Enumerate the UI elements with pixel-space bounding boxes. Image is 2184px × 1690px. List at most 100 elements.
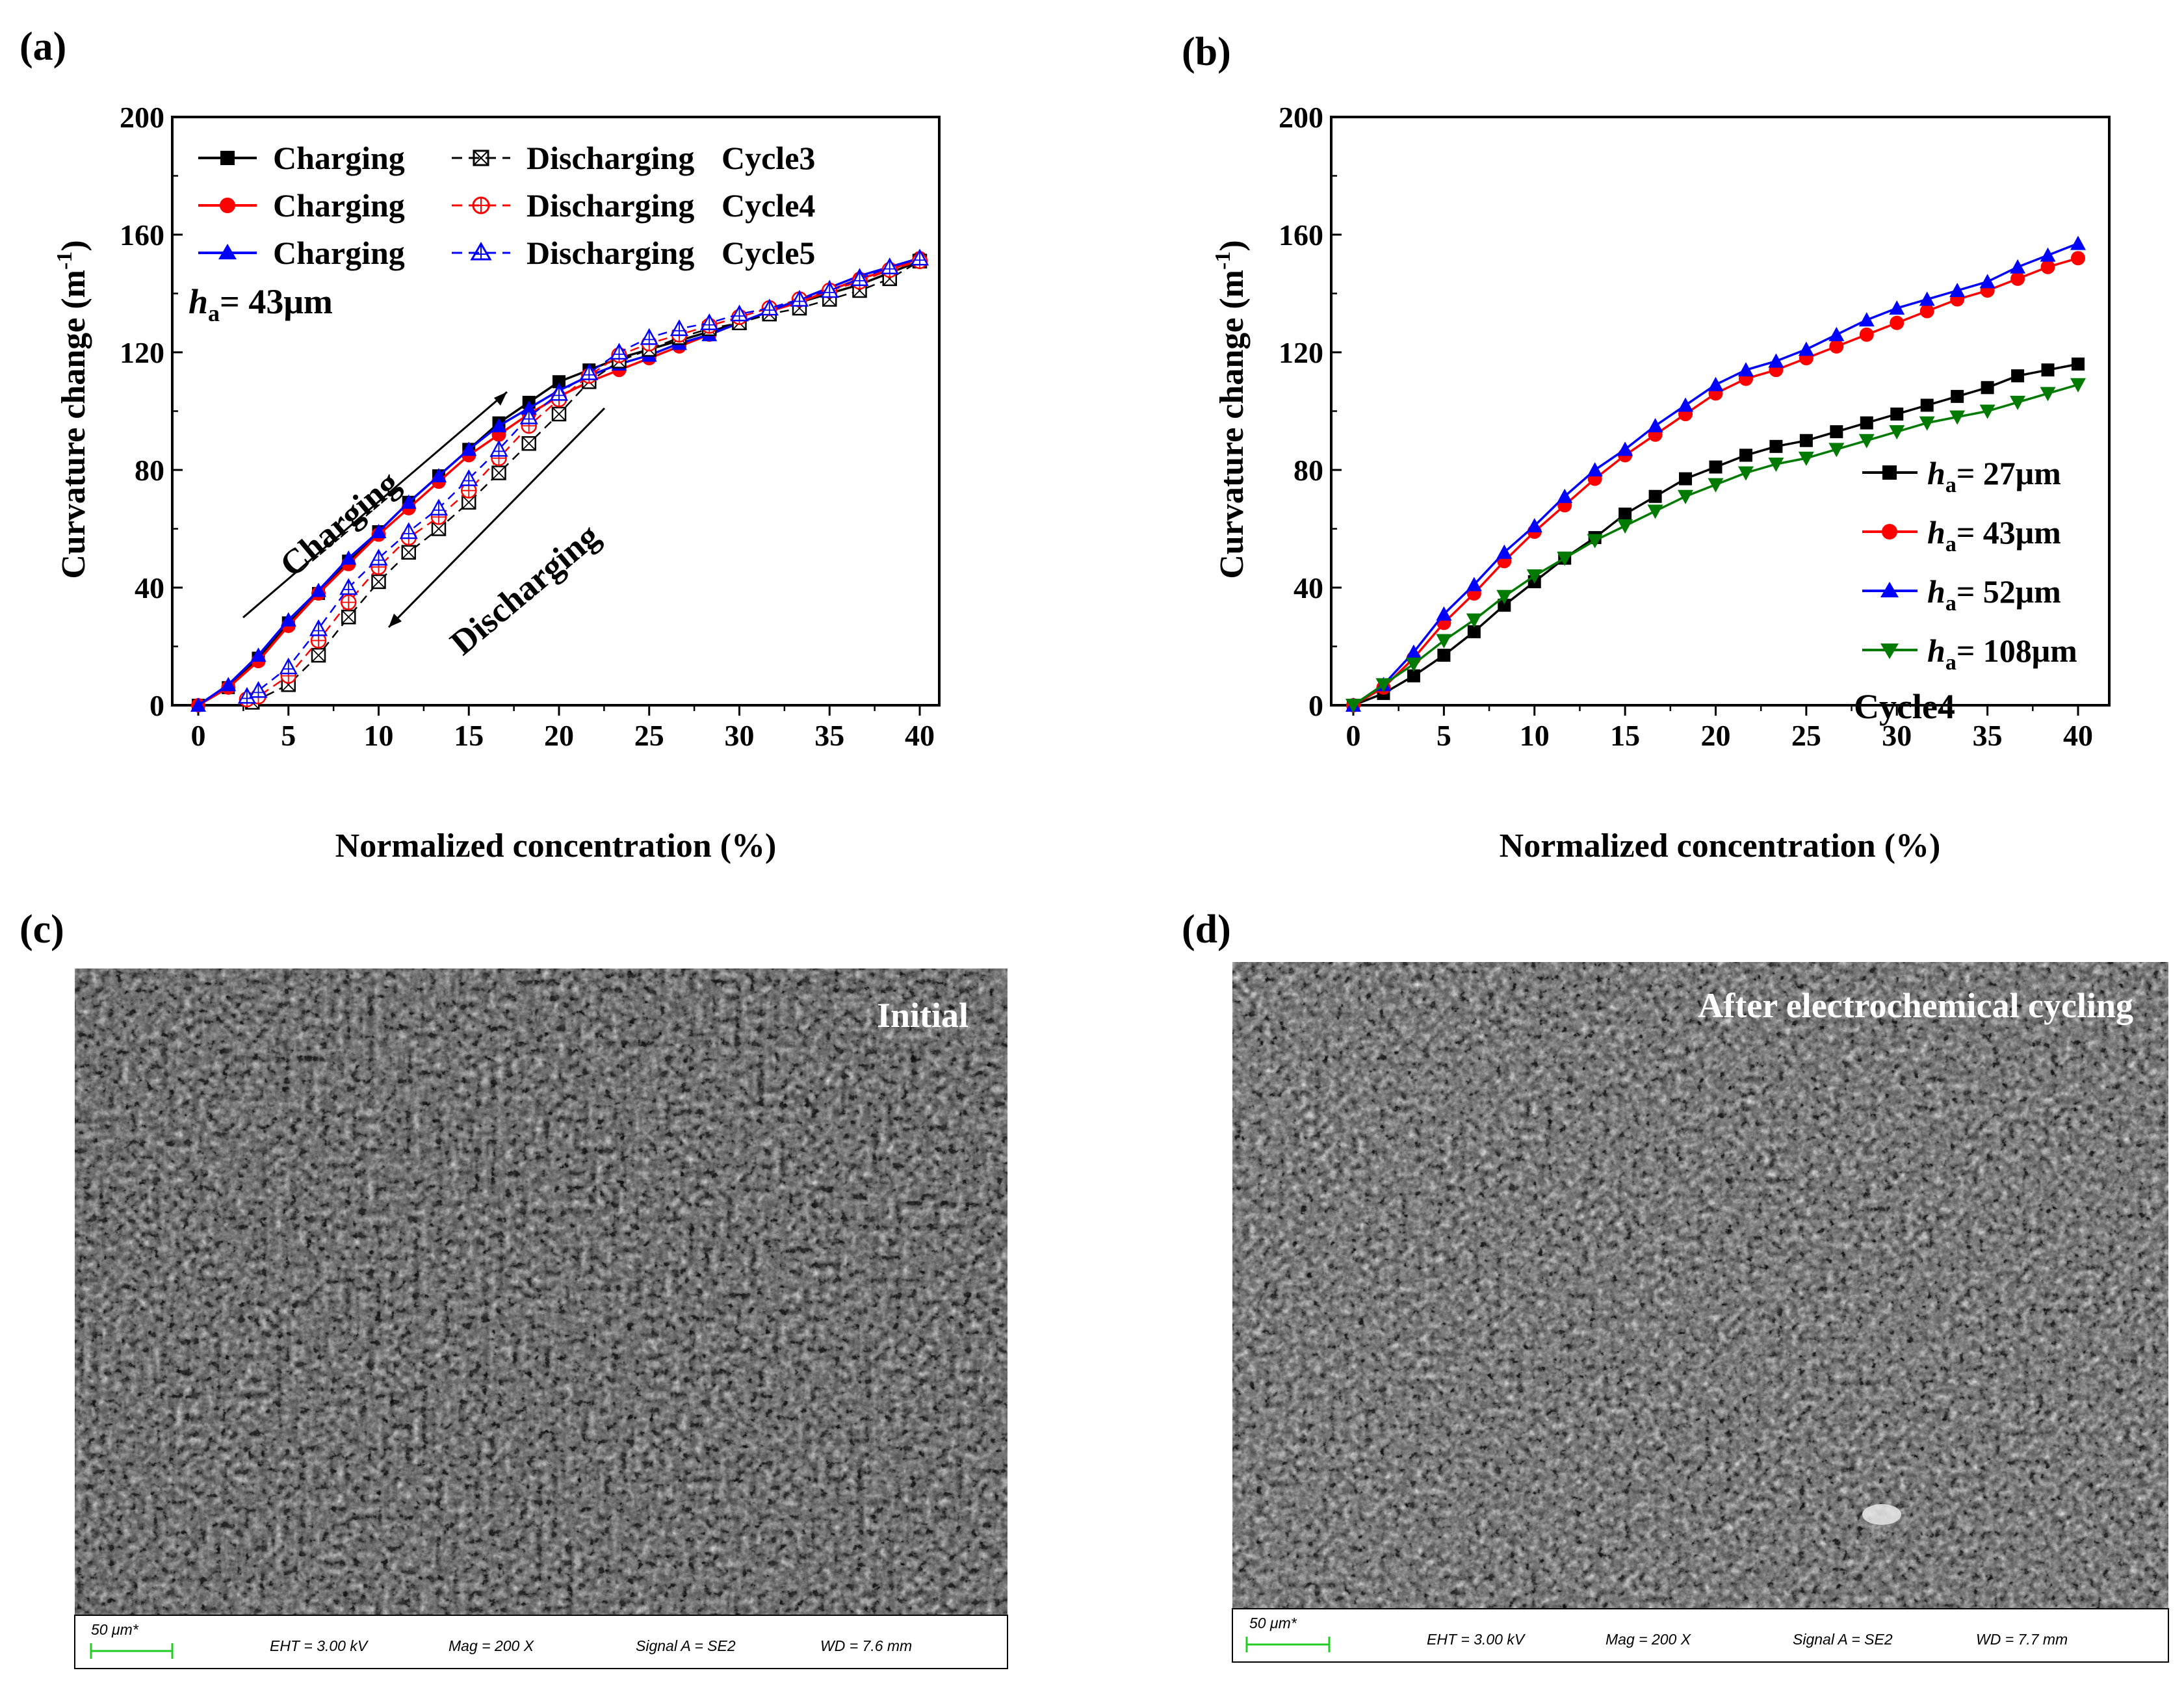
x-tick-label: 35 bbox=[814, 719, 844, 752]
legend-discharging-3: Discharging bbox=[526, 235, 694, 271]
data-point bbox=[2040, 247, 2056, 262]
series-line bbox=[198, 257, 920, 707]
sem-c-databar bbox=[74, 1615, 1008, 1669]
data-point bbox=[1678, 489, 1694, 504]
data-point bbox=[2040, 387, 2056, 402]
legend-ha-43: ha= 43μm bbox=[1927, 514, 2061, 556]
data-point bbox=[1466, 577, 1482, 592]
data-point bbox=[2072, 358, 2085, 371]
chart-a: 0 5 10 15 20 25 30 35 40 0 40 80 120 160 200 Curvature… bbox=[53, 101, 941, 864]
series-line bbox=[198, 257, 920, 707]
discharging-arrowhead bbox=[389, 614, 402, 627]
legend-charging-3: Charging bbox=[273, 235, 405, 271]
sem-d-bright-particle bbox=[1862, 1504, 1901, 1525]
data-point bbox=[250, 647, 266, 662]
data-point bbox=[1829, 339, 1844, 354]
panel-label-c: (c) bbox=[20, 907, 64, 952]
data-point bbox=[1889, 425, 1905, 440]
data-point bbox=[1587, 462, 1603, 476]
x-tick-label: 35 bbox=[1973, 719, 2003, 752]
data-point bbox=[1648, 489, 1662, 503]
sem-d-scale-text: 50 μm* bbox=[1249, 1615, 1297, 1632]
chart-a-legend: Charging Discharging Cycle3 Charging Dis… bbox=[198, 140, 815, 271]
y-tick-label: 200 bbox=[120, 101, 164, 134]
sem-c-eht: EHT = 3.00 kV bbox=[270, 1637, 369, 1654]
data-point bbox=[2010, 395, 2026, 410]
series-line bbox=[246, 260, 920, 701]
data-point bbox=[341, 550, 357, 565]
series-ha-108-m bbox=[1346, 378, 2086, 713]
data-point bbox=[1647, 418, 1663, 433]
data-point bbox=[1919, 291, 1935, 306]
data-point bbox=[1737, 362, 1754, 377]
y-tick-label: 40 bbox=[135, 571, 164, 604]
data-point bbox=[400, 494, 417, 509]
chart-b-legend: ha= 27μm ha= 43μm ha= 52μm ha= 108μm bbox=[1862, 455, 2077, 675]
y-tick-label: 0 bbox=[1308, 689, 1323, 722]
x-tick-label: 5 bbox=[281, 719, 296, 752]
data-point bbox=[1769, 439, 1783, 453]
series-ha-52-m bbox=[1346, 235, 2086, 712]
sem-c-label: Initial bbox=[877, 996, 968, 1035]
data-point bbox=[1798, 451, 1814, 466]
data-point bbox=[1407, 669, 1420, 682]
data-point bbox=[1979, 404, 1996, 419]
series-discharging-cycle3 bbox=[245, 254, 928, 710]
chart-b-xlabel: Normalized concentration (%) bbox=[1500, 827, 1941, 864]
sem-image-after-cycling: After electrochemical cycling 50 μm* EHT… bbox=[1232, 962, 2169, 1663]
data-point bbox=[1858, 434, 1875, 448]
x-tick-label: 25 bbox=[634, 719, 664, 752]
series-discharging-cycle4 bbox=[239, 253, 928, 708]
x-tick-label: 0 bbox=[1346, 719, 1361, 752]
series-charging-cycle3 bbox=[192, 254, 926, 712]
data-point bbox=[1467, 625, 1481, 638]
sem-c-mag: Mag = 200 X bbox=[448, 1637, 535, 1654]
y-tick-label: 80 bbox=[1294, 454, 1323, 487]
data-point bbox=[1496, 544, 1513, 559]
data-point bbox=[461, 441, 477, 456]
data-point bbox=[220, 677, 237, 692]
data-point bbox=[1679, 472, 1693, 486]
data-point bbox=[311, 582, 327, 597]
y-tick-label: 200 bbox=[1279, 101, 1323, 134]
data-point bbox=[1526, 517, 1542, 532]
data-point bbox=[2010, 259, 2026, 274]
data-point bbox=[1618, 507, 1632, 521]
data-point bbox=[1678, 397, 1694, 412]
y-tick-label: 0 bbox=[150, 689, 164, 722]
data-point bbox=[552, 375, 566, 389]
x-tick-label: 30 bbox=[725, 719, 755, 752]
x-tick-label: 20 bbox=[544, 719, 574, 752]
data-point bbox=[280, 612, 296, 627]
data-point bbox=[1768, 457, 1784, 472]
data-point bbox=[1617, 441, 1633, 456]
sem-d-wd: WD = 7.7 mm bbox=[1976, 1631, 2068, 1648]
y-tick-label: 80 bbox=[135, 454, 164, 487]
data-point bbox=[1708, 478, 1724, 493]
data-point bbox=[1860, 416, 1873, 430]
x-tick-label: 10 bbox=[1520, 719, 1550, 752]
legend-cycle5: Cycle5 bbox=[722, 235, 815, 271]
x-tick-label: 40 bbox=[905, 719, 935, 752]
data-point bbox=[1587, 534, 1603, 549]
chart-b-ylabel: Curvature change (m-1) bbox=[1211, 240, 1251, 578]
data-point bbox=[1557, 551, 1573, 566]
x-tick-label: 20 bbox=[1701, 719, 1731, 752]
sem-d-eht: EHT = 3.00 kV bbox=[1427, 1631, 1526, 1648]
data-point bbox=[491, 418, 507, 433]
data-point bbox=[1437, 649, 1451, 662]
x-tick-label: 40 bbox=[2063, 719, 2093, 752]
chart-a-ylabel: Curvature change (m-1) bbox=[53, 240, 92, 578]
data-point bbox=[430, 468, 447, 483]
data-point bbox=[1828, 443, 1845, 458]
data-point bbox=[1979, 274, 1996, 289]
data-point bbox=[1436, 606, 1452, 621]
data-point bbox=[1858, 312, 1875, 327]
sem-image-initial: Initial 50 μm* EHT = 3.00 kV Mag = 200 X… bbox=[74, 968, 1008, 1669]
legend-discharging-1: Discharging bbox=[526, 140, 694, 176]
series-line bbox=[198, 260, 920, 707]
sem-c-wd: WD = 7.6 mm bbox=[820, 1637, 912, 1654]
legend-ha-52: ha= 52μm bbox=[1927, 573, 2061, 616]
x-tick-label: 15 bbox=[454, 719, 484, 752]
sem-d-mag: Mag = 200 X bbox=[1606, 1631, 1692, 1648]
